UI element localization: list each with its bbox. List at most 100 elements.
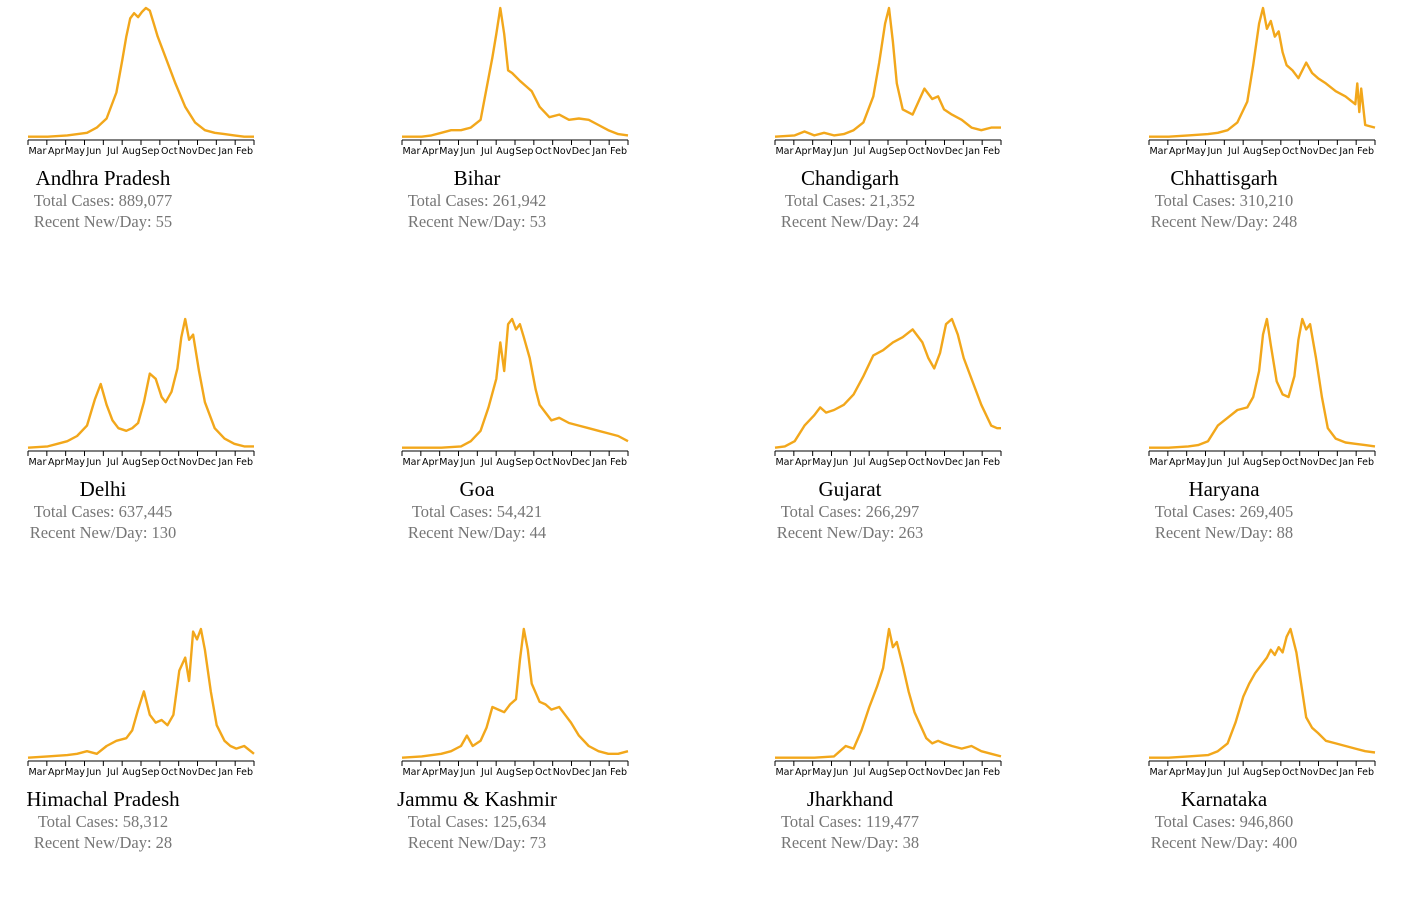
x-tick-label: Oct bbox=[908, 146, 925, 157]
x-tick-label: Mar bbox=[775, 457, 793, 468]
x-tick-label: Dec bbox=[198, 457, 216, 468]
x-tick-label: Nov bbox=[926, 457, 945, 468]
x-tick-label: Oct bbox=[1282, 146, 1299, 157]
x-tick-label: Feb bbox=[236, 457, 253, 468]
series-line bbox=[402, 317, 629, 449]
state-name: Karnataka bbox=[1180, 787, 1268, 811]
line-chart-svg: Mar Apr May Jun Jul Aug Sep Oct Nov Dec Jan Feb bbox=[401, 627, 629, 778]
x-tick-label: Nov bbox=[179, 457, 198, 468]
x-tick-label: Aug bbox=[869, 457, 888, 468]
chart-caption: Jharkhand Total Cases: 119,477 Recent New/… bbox=[685, 787, 1015, 853]
x-tick-label: Jul bbox=[106, 146, 118, 157]
series-line bbox=[774, 6, 1001, 138]
x-tick-label: Sep bbox=[141, 146, 159, 157]
series-line bbox=[27, 627, 255, 759]
x-tick-label: Sep bbox=[888, 457, 906, 468]
recent-new-per-day: Recent New/Day: 24 bbox=[780, 212, 920, 231]
x-tick-label: Dec bbox=[198, 767, 216, 778]
chart-karnataka: Mar Apr May Jun Jul Aug Sep Oct Nov Dec Jan Feb Karn… bbox=[1059, 627, 1389, 907]
x-tick-label: Aug bbox=[1243, 767, 1262, 778]
line-chart-svg: Mar Apr May Jun Jul Aug Sep Oct Nov Dec Jan Feb bbox=[27, 6, 255, 157]
x-tick-label: Feb bbox=[983, 146, 1000, 157]
x-tick-label: Nov bbox=[1300, 457, 1319, 468]
x-tick-label: Jan bbox=[217, 146, 233, 157]
x-tick-label: Oct bbox=[161, 146, 178, 157]
x-tick-label: Aug bbox=[1243, 146, 1262, 157]
chart-caption: Bihar Total Cases: 261,942 Recent New/Day:… bbox=[312, 166, 642, 232]
chart-chhattisgarh: Mar Apr May Jun Jul Aug Sep Oct Nov Dec Jan Feb Chha… bbox=[1059, 6, 1389, 286]
x-tick-label: Mar bbox=[402, 146, 420, 157]
total-cases: Total Cases: 119,477 bbox=[780, 812, 919, 831]
x-tick-label: Mar bbox=[775, 146, 793, 157]
x-tick-label: Aug bbox=[122, 767, 141, 778]
total-cases: Total Cases: 54,421 bbox=[411, 502, 543, 521]
x-tick-label: Jul bbox=[853, 146, 865, 157]
x-tick-label: Sep bbox=[515, 767, 533, 778]
line-chart-svg: Mar Apr May Jun Jul Aug Sep Oct Nov Dec Jan Feb bbox=[1148, 317, 1376, 468]
x-tick-label: Mar bbox=[28, 146, 46, 157]
x-tick-label: Feb bbox=[610, 767, 627, 778]
x-tick-label: Mar bbox=[1149, 457, 1167, 468]
total-cases: Total Cases: 58,312 bbox=[37, 812, 169, 831]
x-tick-label: Jun bbox=[1206, 146, 1222, 157]
recent-new-per-day: Recent New/Day: 400 bbox=[1150, 833, 1298, 852]
x-tick-label: Jul bbox=[1227, 767, 1239, 778]
chart-delhi: Mar Apr May Jun Jul Aug Sep Oct Nov Dec Jan Feb Delh… bbox=[0, 317, 268, 597]
chart-caption: Andhra Pradesh Total Cases: 889,077 Recent… bbox=[0, 166, 268, 232]
x-tick-label: Dec bbox=[572, 767, 590, 778]
x-tick-label: Feb bbox=[983, 457, 1000, 468]
x-tick-label: Sep bbox=[888, 146, 906, 157]
x-tick-label: Nov bbox=[553, 767, 572, 778]
x-tick-label: May bbox=[812, 457, 832, 468]
line-chart-svg: Mar Apr May Jun Jul Aug Sep Oct Nov Dec Jan Feb bbox=[401, 6, 629, 157]
x-tick-label: Aug bbox=[496, 146, 515, 157]
x-tick-label: Jan bbox=[591, 146, 607, 157]
x-tick-label: Nov bbox=[179, 146, 198, 157]
chart-himachal-pradesh: Mar Apr May Jun Jul Aug Sep Oct Nov Dec Jan Feb Hima… bbox=[0, 627, 268, 907]
x-tick-label: Sep bbox=[1262, 146, 1280, 157]
x-tick-label: May bbox=[65, 767, 85, 778]
x-tick-label: Dec bbox=[1319, 767, 1337, 778]
total-cases: Total Cases: 21,352 bbox=[784, 191, 916, 210]
x-tick-label: Apr bbox=[795, 457, 812, 468]
recent-new-per-day: Recent New/Day: 55 bbox=[33, 212, 173, 231]
recent-new-per-day: Recent New/Day: 88 bbox=[1154, 523, 1294, 542]
state-name: Andhra Pradesh bbox=[35, 166, 171, 190]
x-tick-label: Aug bbox=[496, 457, 515, 468]
state-name: Gujarat bbox=[818, 477, 882, 501]
x-tick-label: May bbox=[65, 146, 85, 157]
state-name: Bihar bbox=[453, 166, 501, 190]
x-tick-label: Jun bbox=[1206, 457, 1222, 468]
x-tick-label: Apr bbox=[1169, 767, 1186, 778]
state-name: Goa bbox=[459, 477, 495, 501]
x-tick-label: Dec bbox=[1319, 146, 1337, 157]
x-tick-label: Aug bbox=[122, 146, 141, 157]
x-tick-label: Feb bbox=[1357, 457, 1374, 468]
line-chart-svg: Mar Apr May Jun Jul Aug Sep Oct Nov Dec Jan Feb bbox=[1148, 6, 1376, 157]
x-tick-label: Aug bbox=[869, 146, 888, 157]
x-tick-label: Sep bbox=[141, 457, 159, 468]
x-tick-label: Mar bbox=[1149, 146, 1167, 157]
x-tick-label: Jul bbox=[1227, 457, 1239, 468]
total-cases: Total Cases: 125,634 bbox=[407, 812, 547, 831]
x-tick-label: Apr bbox=[48, 146, 65, 157]
line-chart-svg: Mar Apr May Jun Jul Aug Sep Oct Nov Dec Jan Feb bbox=[401, 317, 629, 468]
chart-gujarat: Mar Apr May Jun Jul Aug Sep Oct Nov Dec Jan Feb Guja… bbox=[685, 317, 1015, 597]
line-chart-svg: Mar Apr May Jun Jul Aug Sep Oct Nov Dec Jan Feb bbox=[774, 6, 1002, 157]
state-name: Jharkhand bbox=[806, 787, 894, 811]
x-tick-label: Jun bbox=[85, 457, 101, 468]
total-cases: Total Cases: 269,405 bbox=[1154, 502, 1294, 521]
x-tick-label: May bbox=[65, 457, 85, 468]
x-tick-label: Nov bbox=[926, 767, 945, 778]
x-tick-label: Feb bbox=[1357, 146, 1374, 157]
x-tick-label: Jan bbox=[591, 457, 607, 468]
x-tick-label: Jan bbox=[964, 146, 980, 157]
x-tick-label: Jul bbox=[853, 767, 865, 778]
chart-andhra-pradesh: Mar Apr May Jun Jul Aug Sep Oct Nov Dec Jan Feb Andh… bbox=[0, 6, 268, 286]
total-cases: Total Cases: 261,942 bbox=[407, 191, 547, 210]
chart-caption: Haryana Total Cases: 269,405 Recent New/Da… bbox=[1059, 477, 1389, 543]
x-tick-label: Jan bbox=[1338, 146, 1354, 157]
x-tick-label: Dec bbox=[198, 146, 216, 157]
x-tick-label: Apr bbox=[422, 457, 439, 468]
x-tick-label: Mar bbox=[402, 457, 420, 468]
